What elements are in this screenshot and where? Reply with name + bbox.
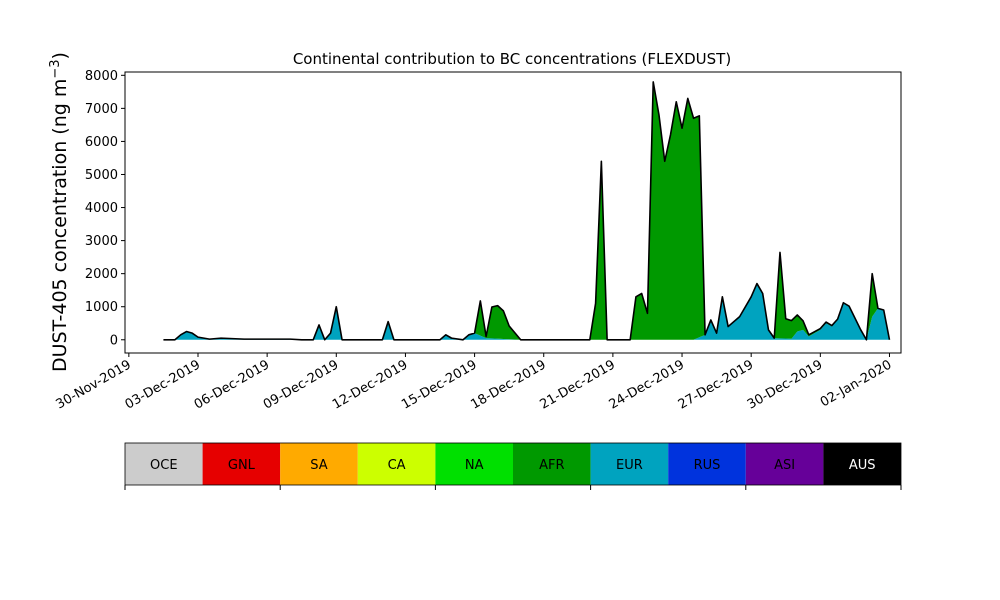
- y-tick-label: 8000: [85, 69, 118, 84]
- legend-label-aus: AUS: [849, 458, 876, 473]
- y-axis: 0 1000 2000 3000 4000 5000 6000 7000 8000: [85, 69, 125, 348]
- legend-swatch-ca: [357, 443, 436, 485]
- plot-frame: [124, 71, 902, 354]
- y-axis-label: DUST-405 concentration (ng m−3): [48, 52, 72, 372]
- legend-swatch-na: [435, 443, 513, 485]
- legend-label-eur: EUR: [616, 458, 643, 473]
- x-tick-label: 30-Dec-2019: [745, 357, 825, 412]
- legend-swatch-asi: [745, 443, 824, 485]
- x-tick-label: 02-Jan-2020: [818, 357, 895, 410]
- x-tick-label: 06-Dec-2019: [192, 357, 272, 412]
- y-tick-label: 7000: [85, 102, 118, 117]
- legend-swatch-rus: [668, 443, 746, 485]
- legend-label-afr: AFR: [539, 458, 564, 473]
- y-tick-label: 5000: [85, 168, 118, 183]
- legend-swatch-sa: [280, 443, 358, 485]
- legend-swatch-aus: [823, 443, 901, 485]
- region-legend: OCE GNL SA CA NA AFR EUR RUS ASI AUS: [124, 442, 902, 490]
- y-tick-label: 2000: [85, 267, 118, 282]
- legend-label-gnl: GNL: [228, 458, 256, 473]
- legend-label-rus: RUS: [694, 458, 721, 473]
- y-tick-label: 3000: [85, 234, 118, 249]
- y-axis-label-main: DUST-405 concentration (ng m: [49, 79, 71, 372]
- y-tick-label: 4000: [85, 201, 118, 216]
- y-tick-label: 1000: [85, 300, 118, 315]
- legend-label-na: NA: [465, 458, 484, 473]
- area-eur: [163, 283, 890, 340]
- legend-swatch-afr: [513, 443, 591, 485]
- x-tick-label: 27-Dec-2019: [676, 357, 756, 412]
- legend-label-ca: CA: [388, 458, 406, 473]
- chart-title: Continental contribution to BC concentra…: [293, 50, 731, 68]
- legend-label-asi: ASI: [774, 458, 795, 473]
- y-tick-label: 0: [110, 333, 118, 348]
- legend-frame: [124, 442, 902, 486]
- legend-label-sa: SA: [310, 458, 327, 473]
- x-tick-label: 18-Dec-2019: [468, 357, 548, 412]
- x-tick-label: 03-Dec-2019: [123, 357, 203, 412]
- x-axis: 30-Nov-201903-Dec-201906-Dec-201909-Dec-…: [54, 353, 895, 413]
- legend-label-oce: OCE: [150, 458, 178, 473]
- y-axis-label-exponent: −3: [48, 59, 63, 78]
- x-tick-label: 15-Dec-2019: [399, 357, 479, 412]
- stacked-areas: [163, 81, 890, 340]
- total-line: [163, 81, 891, 341]
- y-tick-label: 6000: [85, 135, 118, 150]
- x-tick-label: 21-Dec-2019: [537, 357, 617, 412]
- area-afr: [163, 81, 890, 340]
- legend-swatch-oce: [125, 443, 203, 485]
- legend-swatch-eur: [590, 443, 669, 485]
- x-tick-label: 12-Dec-2019: [330, 357, 410, 412]
- x-tick-label: 24-Dec-2019: [607, 357, 687, 412]
- y-axis-label-close: ): [49, 52, 71, 59]
- x-tick-label: 09-Dec-2019: [261, 357, 341, 412]
- legend-swatch-gnl: [202, 443, 281, 485]
